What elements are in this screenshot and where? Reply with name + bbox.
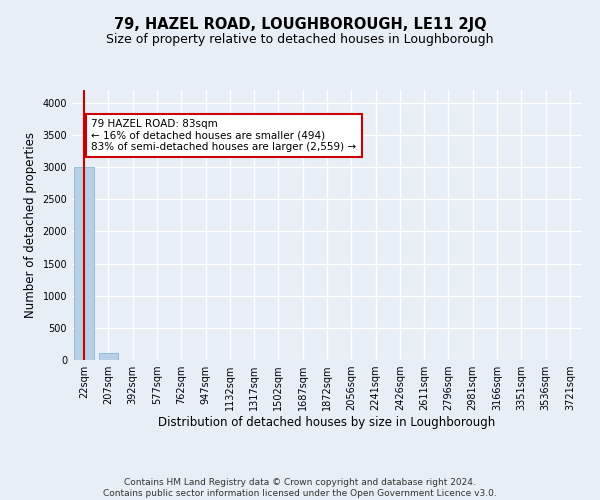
X-axis label: Distribution of detached houses by size in Loughborough: Distribution of detached houses by size … bbox=[158, 416, 496, 429]
Y-axis label: Number of detached properties: Number of detached properties bbox=[24, 132, 37, 318]
Bar bbox=[99, 353, 118, 360]
Bar bbox=[74, 167, 94, 360]
Text: 79 HAZEL ROAD: 83sqm
← 16% of detached houses are smaller (494)
83% of semi-deta: 79 HAZEL ROAD: 83sqm ← 16% of detached h… bbox=[91, 119, 356, 152]
Text: 79, HAZEL ROAD, LOUGHBOROUGH, LE11 2JQ: 79, HAZEL ROAD, LOUGHBOROUGH, LE11 2JQ bbox=[113, 18, 487, 32]
Text: Size of property relative to detached houses in Loughborough: Size of property relative to detached ho… bbox=[106, 32, 494, 46]
Text: Contains HM Land Registry data © Crown copyright and database right 2024.
Contai: Contains HM Land Registry data © Crown c… bbox=[103, 478, 497, 498]
